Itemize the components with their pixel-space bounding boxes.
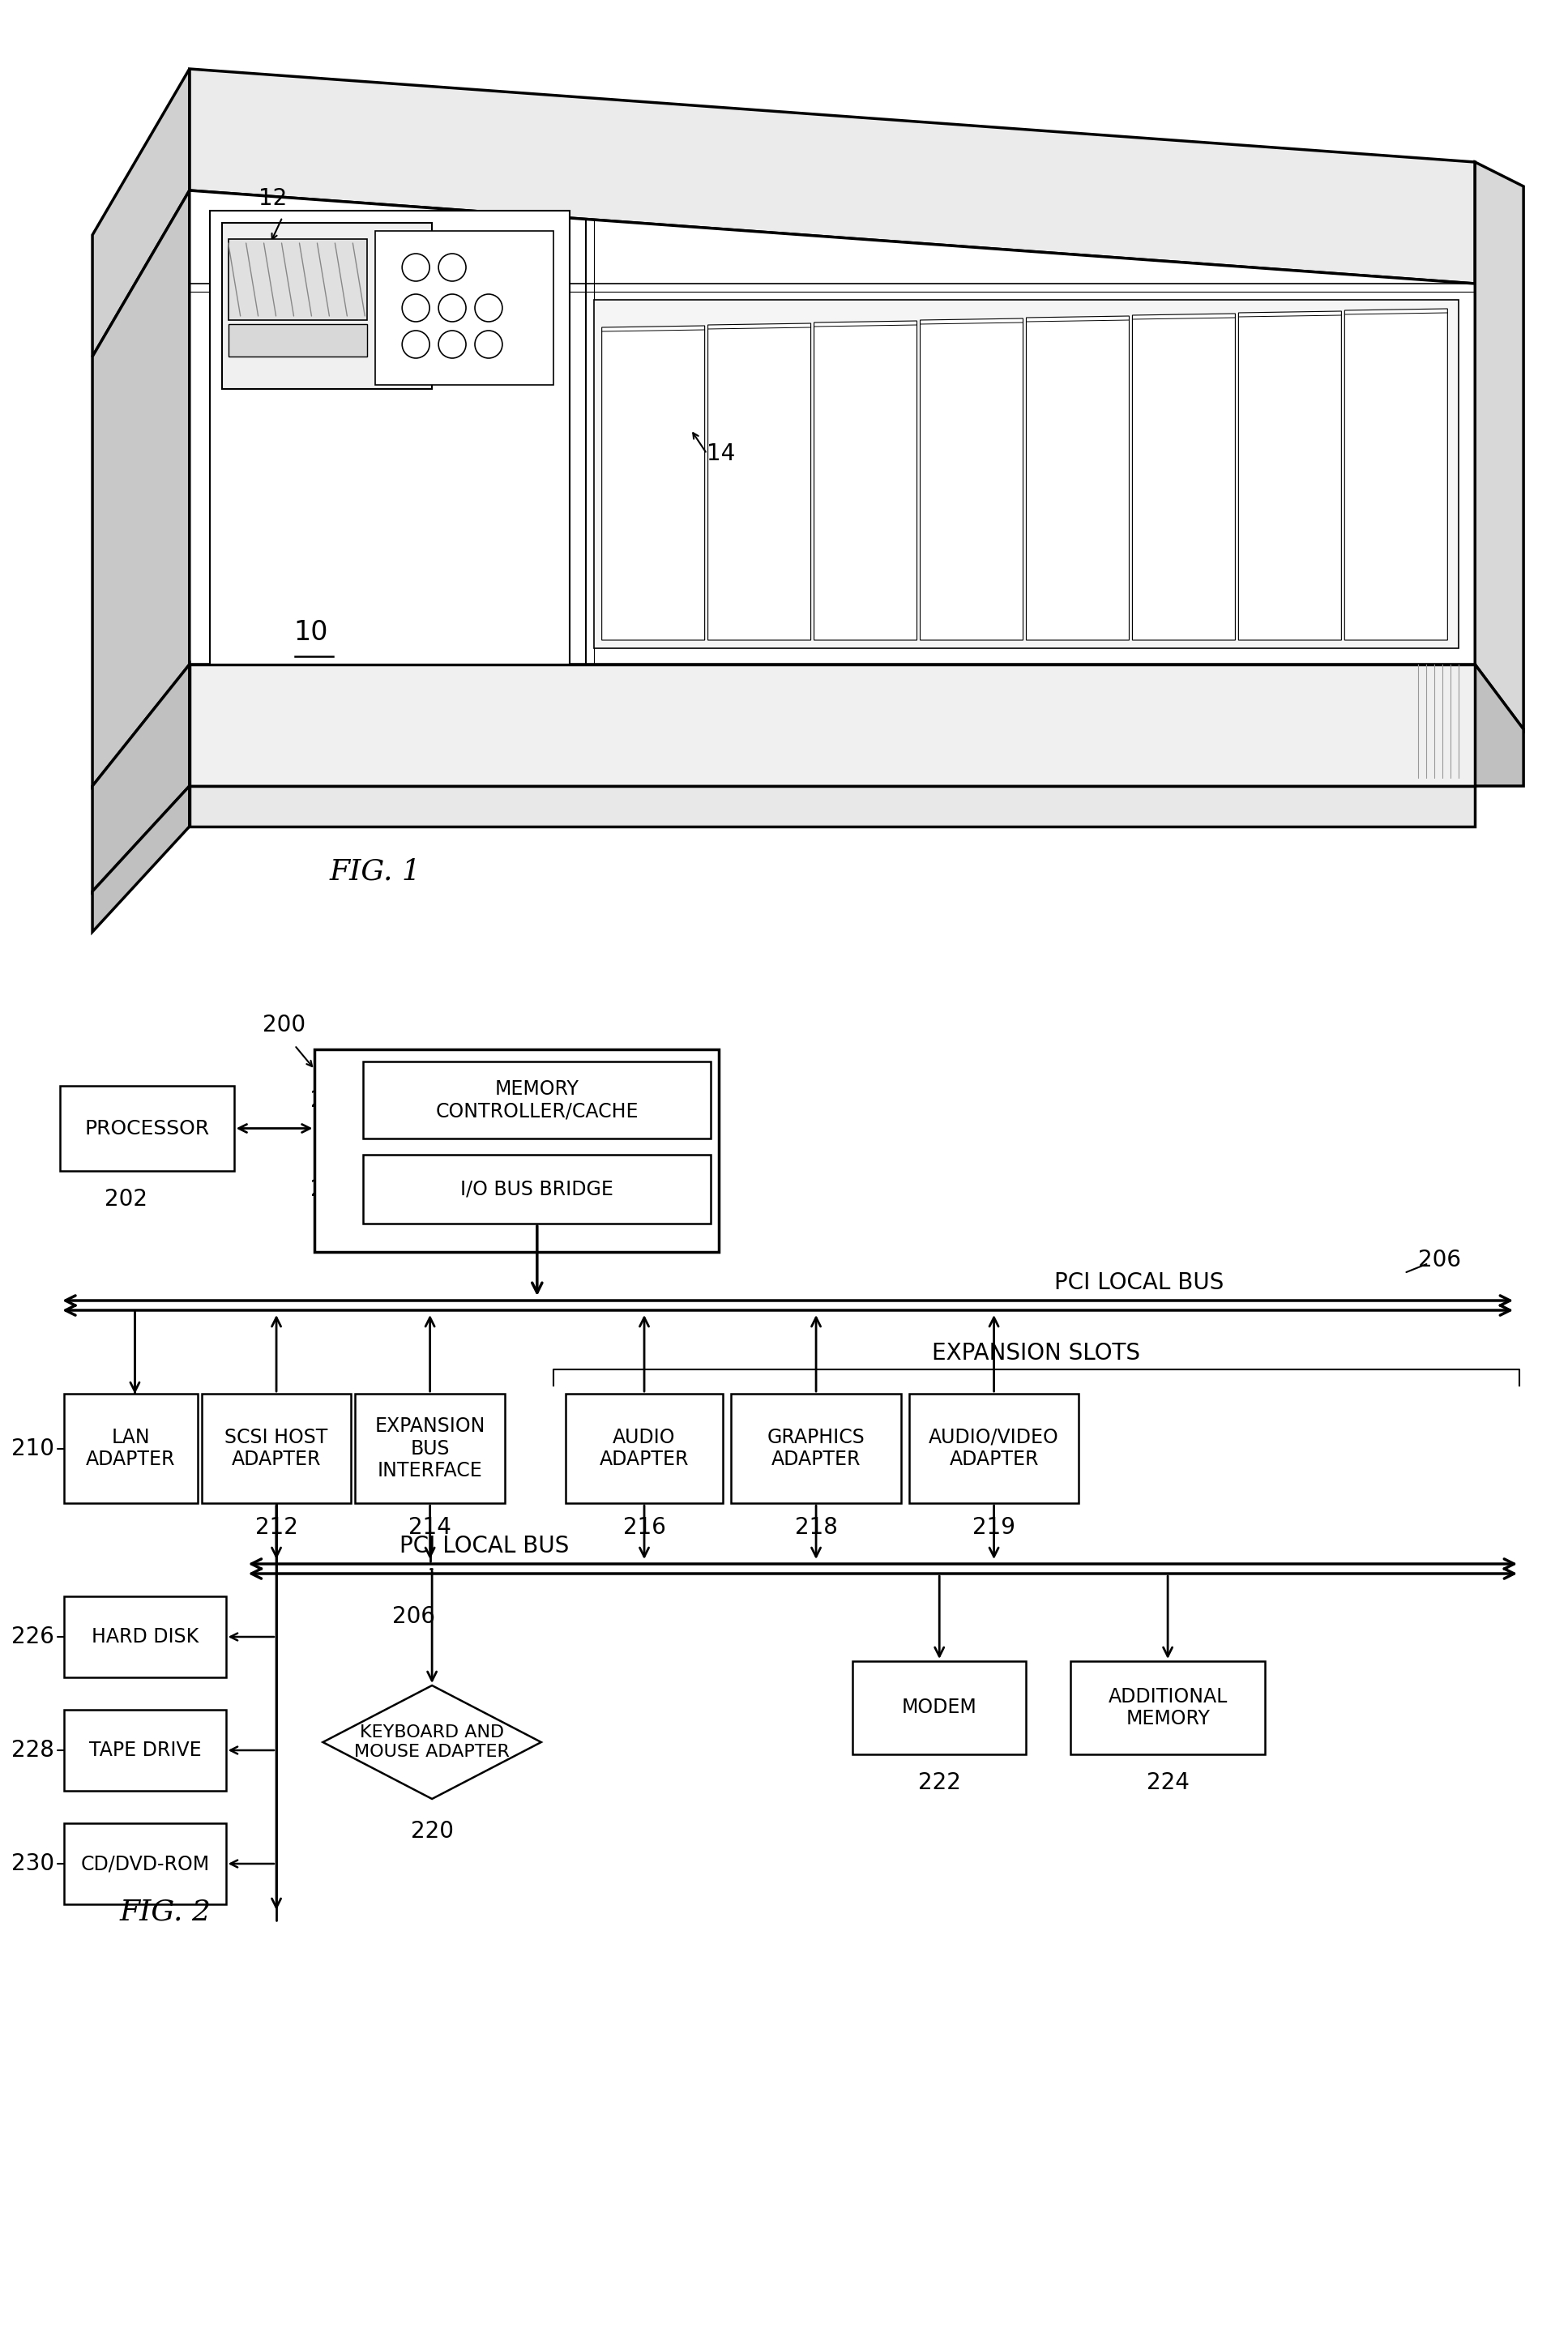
Polygon shape bbox=[1239, 311, 1341, 639]
Text: PCI LOCAL BUS: PCI LOCAL BUS bbox=[400, 1536, 569, 1557]
Bar bbox=[64, 1709, 226, 1791]
Text: 202: 202 bbox=[105, 1187, 147, 1210]
Text: 208: 208 bbox=[310, 1178, 353, 1201]
Bar bbox=[566, 1393, 723, 1503]
Text: LAN
ADAPTER: LAN ADAPTER bbox=[86, 1428, 176, 1470]
Text: 220: 220 bbox=[411, 1819, 453, 1842]
Text: CD/DVD-ROM: CD/DVD-ROM bbox=[80, 1854, 210, 1873]
Text: 206: 206 bbox=[1419, 1248, 1461, 1271]
Polygon shape bbox=[93, 787, 190, 932]
Text: I/O BUS BRIDGE: I/O BUS BRIDGE bbox=[461, 1180, 613, 1199]
Text: 212: 212 bbox=[256, 1517, 298, 1538]
Text: 204: 204 bbox=[310, 1089, 353, 1112]
Polygon shape bbox=[1027, 316, 1129, 639]
Polygon shape bbox=[323, 1686, 541, 1798]
Text: 210: 210 bbox=[11, 1437, 55, 1461]
Polygon shape bbox=[221, 222, 433, 389]
Text: SCSI HOST
ADAPTER: SCSI HOST ADAPTER bbox=[224, 1428, 328, 1470]
Polygon shape bbox=[93, 68, 190, 356]
Text: GRAPHICS
ADAPTER: GRAPHICS ADAPTER bbox=[767, 1428, 866, 1470]
Polygon shape bbox=[1345, 309, 1447, 639]
Text: EXPANSION
BUS
INTERFACE: EXPANSION BUS INTERFACE bbox=[375, 1416, 485, 1482]
Text: 216: 216 bbox=[622, 1517, 666, 1538]
Bar bbox=[1071, 1662, 1265, 1753]
Polygon shape bbox=[93, 190, 190, 787]
Text: FIG. 1: FIG. 1 bbox=[329, 857, 422, 885]
Text: AUDIO
ADAPTER: AUDIO ADAPTER bbox=[599, 1428, 688, 1470]
Bar bbox=[731, 1393, 902, 1503]
Text: FIG. 2: FIG. 2 bbox=[119, 1899, 212, 1927]
Bar bbox=[909, 1393, 1079, 1503]
Text: 230: 230 bbox=[11, 1852, 55, 1875]
Bar bbox=[64, 1597, 226, 1678]
Polygon shape bbox=[93, 665, 190, 892]
Polygon shape bbox=[375, 232, 554, 384]
Polygon shape bbox=[190, 787, 1475, 826]
Text: TAPE DRIVE: TAPE DRIVE bbox=[89, 1742, 201, 1760]
Text: 228: 228 bbox=[11, 1739, 55, 1763]
Text: 219: 219 bbox=[972, 1517, 1016, 1538]
Bar bbox=[64, 1824, 226, 1903]
Text: 12: 12 bbox=[259, 187, 287, 211]
Bar bbox=[356, 1393, 505, 1503]
Text: 214: 214 bbox=[409, 1517, 452, 1538]
Text: 10: 10 bbox=[293, 618, 328, 646]
Bar bbox=[60, 1086, 234, 1170]
Text: 218: 218 bbox=[795, 1517, 837, 1538]
Polygon shape bbox=[920, 318, 1022, 639]
Bar bbox=[364, 1154, 710, 1224]
Polygon shape bbox=[602, 325, 704, 639]
Bar bbox=[364, 1060, 710, 1138]
Text: EXPANSION SLOTS: EXPANSION SLOTS bbox=[933, 1341, 1140, 1365]
Bar bbox=[315, 1049, 720, 1252]
Polygon shape bbox=[190, 190, 1475, 665]
Polygon shape bbox=[229, 239, 367, 321]
Text: 224: 224 bbox=[1146, 1772, 1189, 1793]
Text: 226: 226 bbox=[11, 1625, 55, 1648]
Text: MODEM: MODEM bbox=[902, 1697, 977, 1718]
Text: PCI LOCAL BUS: PCI LOCAL BUS bbox=[1055, 1271, 1225, 1295]
Polygon shape bbox=[1475, 162, 1524, 730]
Text: ADDITIONAL
MEMORY: ADDITIONAL MEMORY bbox=[1109, 1688, 1228, 1728]
Polygon shape bbox=[1475, 665, 1524, 787]
Text: 14: 14 bbox=[707, 442, 735, 466]
Polygon shape bbox=[190, 665, 1475, 787]
Bar bbox=[64, 1393, 198, 1503]
Text: KEYBOARD AND
MOUSE ADAPTER: KEYBOARD AND MOUSE ADAPTER bbox=[354, 1725, 510, 1760]
Text: 200: 200 bbox=[262, 1014, 306, 1037]
Text: 222: 222 bbox=[917, 1772, 961, 1793]
Polygon shape bbox=[229, 323, 367, 356]
Text: PROCESSOR: PROCESSOR bbox=[85, 1119, 210, 1138]
Text: 206: 206 bbox=[392, 1606, 436, 1627]
Text: MEMORY
CONTROLLER/CACHE: MEMORY CONTROLLER/CACHE bbox=[436, 1079, 638, 1121]
Polygon shape bbox=[190, 68, 1475, 283]
Polygon shape bbox=[814, 321, 917, 639]
Bar bbox=[202, 1393, 351, 1503]
Polygon shape bbox=[707, 323, 811, 639]
Polygon shape bbox=[210, 211, 569, 665]
Polygon shape bbox=[1132, 314, 1236, 639]
Text: AUDIO/VIDEO
ADAPTER: AUDIO/VIDEO ADAPTER bbox=[928, 1428, 1058, 1470]
Polygon shape bbox=[594, 300, 1458, 648]
Text: HARD DISK: HARD DISK bbox=[91, 1627, 199, 1646]
Bar bbox=[853, 1662, 1027, 1753]
